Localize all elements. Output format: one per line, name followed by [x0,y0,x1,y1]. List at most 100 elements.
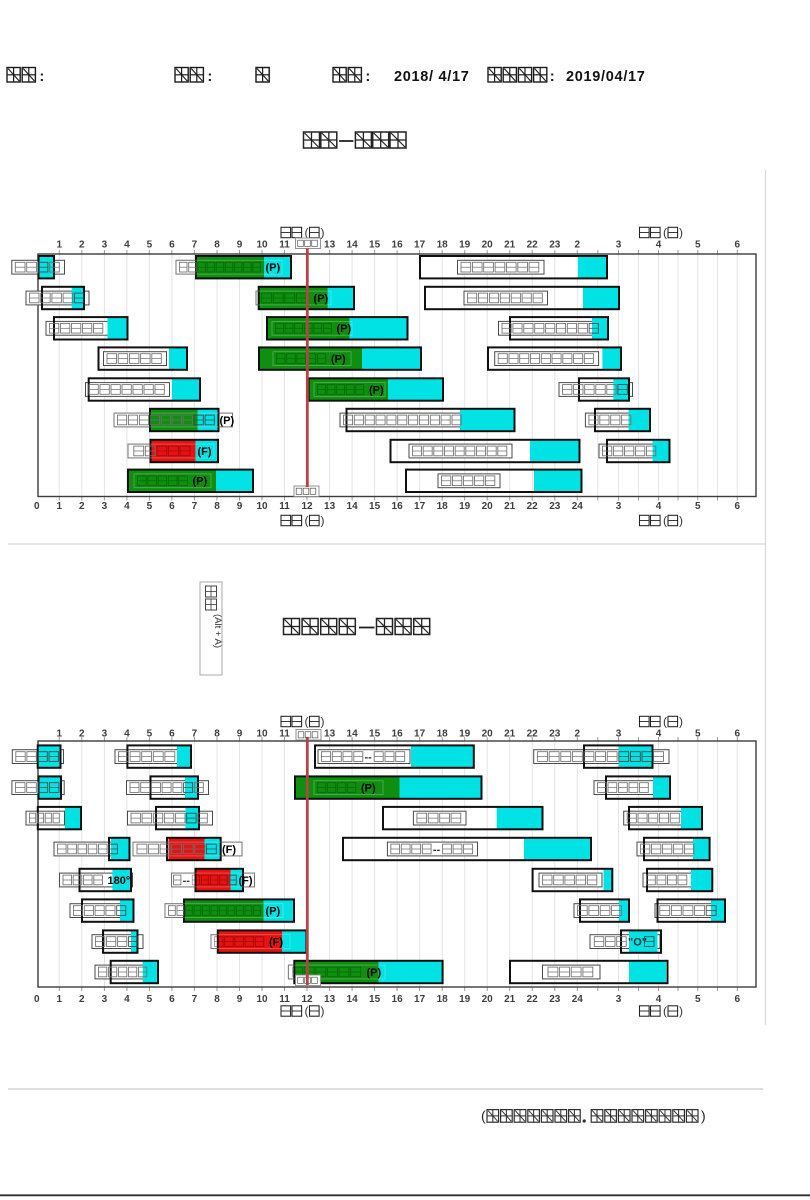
svg-text:19: 19 [459,994,471,1005]
svg-text:12: 12 [301,994,313,1005]
svg-text:5: 5 [695,729,701,740]
svg-text:2: 2 [575,240,581,251]
svg-text:0: 0 [34,994,40,1005]
svg-text:14: 14 [347,994,359,1005]
svg-text:2: 2 [79,501,85,512]
svg-text:19: 19 [459,501,471,512]
svg-text:8: 8 [214,240,220,251]
svg-text:(P): (P) [220,415,235,427]
svg-text:20: 20 [482,729,494,740]
svg-text:2: 2 [79,729,85,740]
svg-text::: : [550,68,555,85]
svg-text:(: ( [305,513,309,527]
svg-text:3: 3 [616,994,622,1005]
svg-text:18: 18 [437,240,449,251]
svg-text:21: 21 [504,994,516,1005]
svg-text:13: 13 [324,501,336,512]
svg-text:22: 22 [527,501,539,512]
svg-text:17: 17 [414,240,426,251]
svg-text:18: 18 [437,501,449,512]
svg-text:(P): (P) [193,476,208,488]
svg-text:14: 14 [347,501,359,512]
svg-text:(P): (P) [367,967,382,979]
svg-text:): ) [679,1004,683,1018]
svg-text:5: 5 [147,501,153,512]
svg-text:): ) [321,225,325,239]
svg-text:7: 7 [192,240,198,251]
svg-text:(P): (P) [266,906,281,918]
svg-text:21: 21 [504,501,516,512]
svg-text:(P): (P) [369,384,384,396]
svg-text:3: 3 [616,240,622,251]
svg-text:23: 23 [549,994,561,1005]
svg-text:9: 9 [237,994,243,1005]
svg-text:7: 7 [192,729,198,740]
svg-text:23: 23 [549,501,561,512]
svg-text:3: 3 [616,501,622,512]
svg-text:22: 22 [527,729,539,740]
svg-text:9: 9 [237,729,243,740]
svg-text:6: 6 [735,240,741,251]
svg-text:5: 5 [695,994,701,1005]
svg-text:2: 2 [79,994,85,1005]
svg-text:6: 6 [169,240,175,251]
svg-text:): ) [701,1108,706,1124]
svg-text:10: 10 [256,729,268,740]
svg-text:18: 18 [437,994,449,1005]
svg-text:): ) [321,1004,325,1018]
svg-text:16: 16 [392,729,404,740]
svg-text:6: 6 [735,501,741,512]
svg-text:180°: 180° [108,875,131,887]
svg-text:15: 15 [369,729,381,740]
svg-text:5: 5 [695,501,701,512]
svg-text:(P): (P) [331,354,346,366]
svg-text:4: 4 [656,501,662,512]
svg-text:24: 24 [572,994,584,1005]
svg-text:5: 5 [695,240,701,251]
svg-text::: : [365,68,370,85]
svg-text:13: 13 [324,240,336,251]
svg-text:--: -- [433,844,441,856]
svg-text:5: 5 [147,729,153,740]
svg-text:17: 17 [414,501,426,512]
svg-text:22: 22 [527,240,539,251]
svg-text:11: 11 [279,240,290,251]
svg-text:): ) [321,714,325,728]
svg-text:3: 3 [102,240,108,251]
svg-text:9: 9 [237,240,243,251]
svg-text:7: 7 [192,501,198,512]
svg-text:(Alt + A): (Alt + A) [212,614,223,648]
svg-text:23: 23 [549,240,561,251]
svg-text:2: 2 [575,729,581,740]
svg-text:17: 17 [414,994,426,1005]
svg-text:10: 10 [256,501,268,512]
svg-text:20: 20 [482,994,494,1005]
svg-text:(: ( [305,225,309,239]
svg-text:--: -- [183,875,191,887]
svg-text:(P): (P) [361,783,376,795]
svg-text:0: 0 [34,501,40,512]
svg-text:22: 22 [527,994,539,1005]
svg-text:6: 6 [735,729,741,740]
svg-text:14: 14 [347,240,359,251]
svg-text:5: 5 [147,240,153,251]
svg-text:6: 6 [169,729,175,740]
svg-text:): ) [679,714,683,728]
svg-text:4: 4 [124,729,130,740]
svg-text:11: 11 [279,729,290,740]
svg-text:2018/ 4/17: 2018/ 4/17 [394,69,470,85]
svg-text:23: 23 [549,729,561,740]
svg-text:16: 16 [392,994,404,1005]
svg-text:3: 3 [102,994,108,1005]
svg-text:11: 11 [279,994,290,1005]
svg-text:2019/04/17: 2019/04/17 [566,69,646,85]
svg-text:24: 24 [572,501,584,512]
svg-text:3: 3 [102,501,108,512]
svg-text:(F): (F) [269,937,283,949]
svg-text::: : [39,68,44,85]
svg-text:1: 1 [57,994,63,1005]
svg-text:6: 6 [169,501,175,512]
svg-text:1: 1 [57,501,63,512]
svg-text:(F): (F) [198,446,212,458]
svg-text:12: 12 [301,501,313,512]
